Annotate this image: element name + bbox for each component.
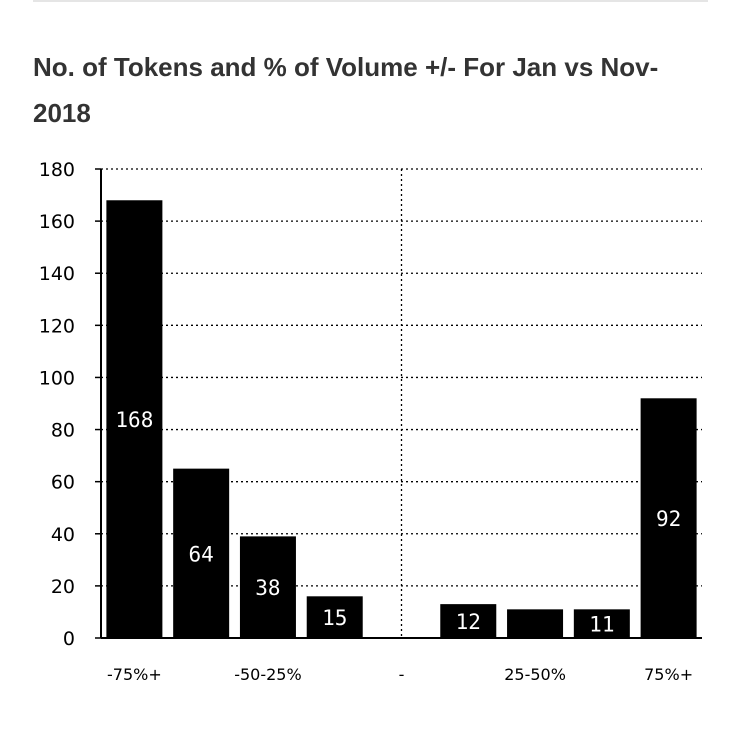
- data-label: 64: [189, 542, 214, 566]
- data-label: 15: [322, 606, 347, 630]
- x-tick-label: 25-50%: [504, 665, 566, 684]
- bar: [173, 468, 230, 638]
- y-tick-label: 100: [39, 367, 75, 389]
- data-label: 11: [589, 613, 614, 637]
- data-label: 92: [656, 507, 681, 531]
- y-tick-label: 140: [39, 263, 75, 285]
- bar: [640, 398, 697, 638]
- bar: [306, 596, 363, 638]
- x-tick-label: 75%+: [644, 665, 693, 684]
- data-label: 38: [255, 576, 280, 600]
- data-label: 12: [456, 610, 481, 634]
- y-tick-label: 180: [39, 159, 75, 181]
- y-tick-label: 60: [51, 472, 75, 494]
- y-tick-label: 160: [39, 211, 75, 233]
- y-tick-label: 40: [51, 524, 75, 546]
- y-tick-label: 0: [63, 628, 75, 650]
- y-tick-label: 80: [51, 420, 75, 442]
- data-label: 168: [115, 408, 153, 432]
- bar: [440, 604, 497, 638]
- x-tick-label: -75%+: [107, 665, 162, 684]
- bar: [239, 536, 296, 638]
- chart-title: No. of Tokens and % of Volume +/- For Ja…: [33, 52, 659, 128]
- top-divider: [33, 0, 708, 2]
- y-tick-label: 120: [39, 315, 75, 337]
- x-tick-label: -: [399, 665, 405, 684]
- x-tick-label: -50-25%: [234, 665, 301, 684]
- y-tick-label: 20: [51, 576, 75, 598]
- bar: [106, 200, 163, 638]
- bar: [573, 609, 630, 638]
- bar: [507, 609, 564, 638]
